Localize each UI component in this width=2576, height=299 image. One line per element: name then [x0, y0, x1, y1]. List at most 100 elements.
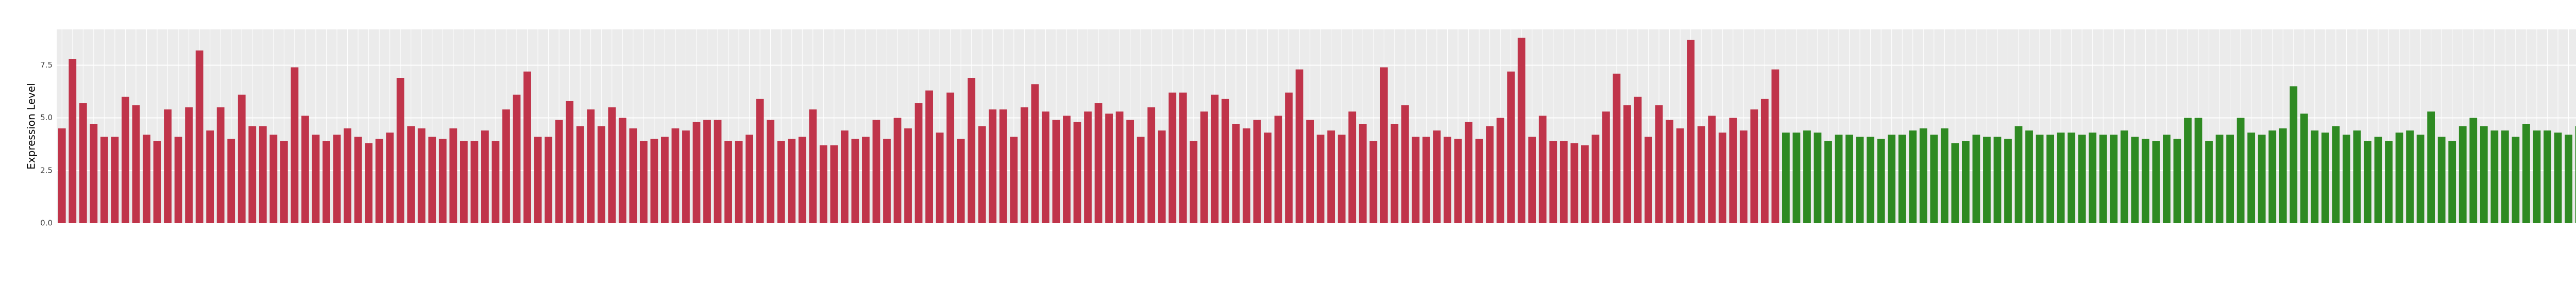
- bar: [301, 115, 309, 223]
- bar: [545, 137, 552, 223]
- bar: [925, 90, 933, 224]
- bar: [195, 50, 204, 223]
- bar: [2247, 132, 2256, 223]
- bar: [1422, 137, 1430, 223]
- bar: [1803, 130, 1811, 223]
- bar: [1507, 71, 1515, 223]
- bar: [523, 71, 531, 223]
- bar: [2279, 128, 2287, 223]
- bar: [1337, 135, 1346, 223]
- y-tick-label: 0.0: [40, 219, 53, 228]
- bar: [2459, 126, 2467, 223]
- bar: [1845, 135, 1853, 223]
- bar: [862, 137, 870, 223]
- bar: [2343, 135, 2350, 223]
- bar: [2501, 130, 2509, 223]
- bar: [1126, 120, 1134, 223]
- bar: [1687, 40, 1695, 223]
- bar: [1359, 124, 1367, 223]
- bar: [1898, 135, 1906, 223]
- bar: [682, 130, 690, 223]
- y-tick-label: 7.5: [40, 60, 53, 70]
- bar: [1760, 98, 1769, 223]
- bar: [428, 137, 436, 223]
- bar: [2406, 130, 2414, 223]
- bar: [1729, 118, 1737, 223]
- bar: [1274, 115, 1282, 223]
- bar: [375, 139, 383, 223]
- bar: [1655, 105, 1663, 223]
- bar: [2480, 126, 2488, 223]
- bar: [2565, 135, 2572, 223]
- bar: [1137, 137, 1145, 223]
- bar: [2184, 118, 2192, 223]
- bar: [513, 94, 521, 223]
- bar: [1739, 130, 1748, 223]
- bar: [2469, 118, 2478, 223]
- bar: [1634, 96, 1642, 223]
- bar: [1020, 107, 1028, 223]
- bar: [2374, 137, 2382, 223]
- bar: [1042, 111, 1049, 223]
- bar: [174, 137, 182, 223]
- bar: [1856, 137, 1864, 223]
- bar: [1782, 132, 1790, 223]
- bar: [2215, 135, 2224, 223]
- bar: [534, 137, 542, 223]
- bar: [1486, 126, 1494, 223]
- bar: [936, 132, 944, 223]
- bar: [1517, 38, 1526, 223]
- bar: [259, 126, 267, 223]
- bar: [872, 120, 880, 223]
- bar: [323, 141, 330, 223]
- bar: [957, 139, 965, 223]
- bar: [1983, 137, 1991, 223]
- bar: [618, 118, 626, 223]
- y-tick-label: 5.0: [40, 113, 53, 122]
- bar: [2152, 141, 2160, 223]
- bar: [1031, 84, 1039, 223]
- bar: [1391, 124, 1399, 223]
- bar: [745, 135, 754, 223]
- bar: [692, 122, 701, 223]
- bar: [344, 128, 351, 223]
- bar: [1063, 115, 1071, 223]
- bar: [438, 139, 447, 223]
- bar: [2554, 132, 2562, 223]
- bar: [968, 78, 976, 223]
- bar: [767, 120, 775, 223]
- bar: [333, 135, 341, 223]
- bar: [1909, 130, 1917, 223]
- bar: [206, 130, 214, 223]
- bar: [946, 92, 955, 223]
- bar: [1348, 111, 1357, 223]
- bar: [2448, 141, 2456, 223]
- bar: [2205, 141, 2213, 223]
- bar: [1560, 141, 1568, 223]
- bar: [1253, 120, 1261, 223]
- bar: [1750, 109, 1758, 223]
- bar: [2512, 137, 2520, 223]
- bar: [1951, 143, 1959, 223]
- bar: [650, 139, 658, 223]
- bar: [1094, 103, 1103, 223]
- bar: [1232, 124, 1240, 223]
- bar: [2311, 130, 2319, 223]
- bar: [2078, 135, 2086, 223]
- bar: [671, 128, 680, 223]
- bar: [164, 109, 172, 223]
- bar: [1179, 92, 1187, 223]
- bar: [1465, 122, 1472, 223]
- bar: [132, 105, 140, 223]
- bar: [2226, 135, 2234, 223]
- bar: [2268, 130, 2277, 223]
- bar: [566, 101, 574, 223]
- bar: [2173, 139, 2181, 223]
- bar: [714, 120, 722, 223]
- y-axis-title: Expression Level: [25, 83, 38, 170]
- bar: [989, 109, 997, 223]
- bar: [1211, 94, 1219, 223]
- bar: [777, 141, 785, 223]
- bar: [2490, 130, 2499, 223]
- bar: [1327, 130, 1335, 223]
